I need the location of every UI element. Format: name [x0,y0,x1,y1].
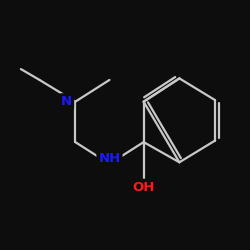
Text: NH: NH [98,152,120,165]
Text: N: N [61,95,72,108]
Text: N: N [61,95,72,108]
Text: OH: OH [132,181,155,194]
Text: OH: OH [132,181,155,194]
Text: NH: NH [98,152,120,165]
